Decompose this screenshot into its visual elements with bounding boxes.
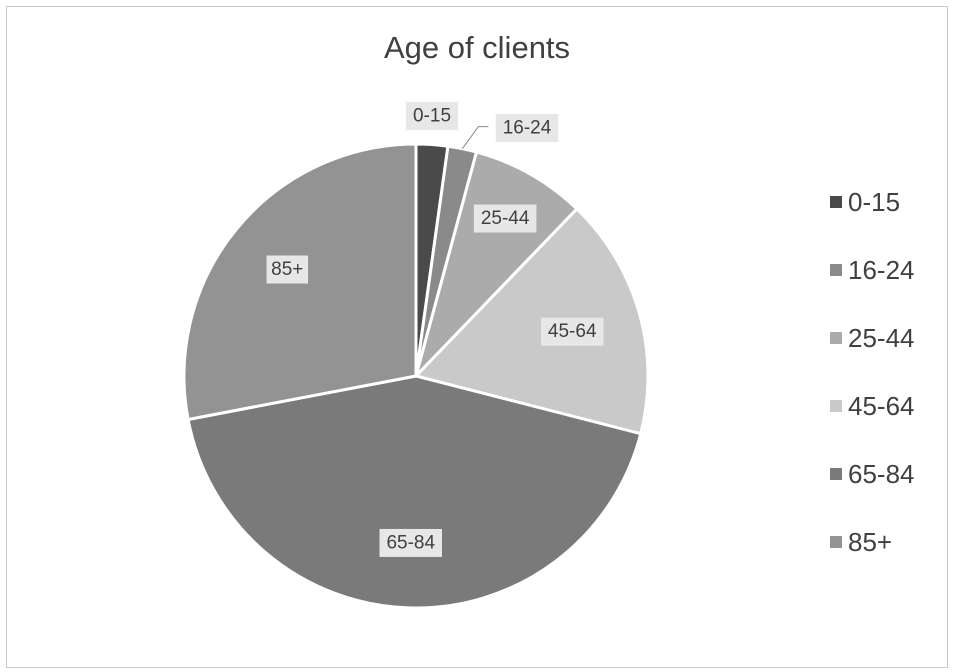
legend-item-0-15: 0-15	[830, 168, 915, 236]
legend-item-25-44: 25-44	[830, 304, 915, 372]
data-label-85plus: 85+	[266, 255, 309, 284]
data-label-65-84: 65-84	[379, 528, 443, 557]
leader-line-16-24	[461, 126, 489, 149]
legend-swatch	[830, 536, 842, 548]
pie-slice-65-84	[186, 374, 643, 610]
legend: 0-15 16-24 25-44 45-64 65-84 85+	[830, 168, 915, 576]
pie-slice-25-44	[414, 150, 580, 378]
legend-item-45-64: 45-64	[830, 372, 915, 440]
legend-label: 25-44	[848, 322, 915, 353]
legend-swatch	[830, 400, 842, 412]
svg-text:65-84: 65-84	[386, 532, 435, 553]
data-label-25-44: 25-44	[473, 204, 537, 233]
legend-swatch	[830, 196, 842, 208]
svg-text:25-44: 25-44	[481, 208, 530, 229]
svg-text:45-64: 45-64	[548, 321, 597, 342]
legend-swatch	[830, 468, 842, 480]
legend-item-16-24: 16-24	[830, 236, 915, 304]
legend-item-65-84: 65-84	[830, 440, 915, 508]
legend-label: 16-24	[848, 254, 915, 285]
chart-title: Age of clients	[383, 30, 571, 65]
data-label-16-24: 16-24	[495, 114, 559, 142]
legend-swatch	[830, 264, 842, 276]
data-label-0-15: 0-15	[406, 102, 458, 130]
svg-text:0-15: 0-15	[413, 106, 451, 127]
legend-swatch	[830, 332, 842, 344]
svg-text:16-24: 16-24	[503, 118, 552, 139]
legend-label: 0-15	[848, 186, 901, 217]
legend-label: 65-84	[848, 458, 915, 489]
legend-label: 45-64	[848, 390, 915, 421]
pie-slice-45-64	[413, 206, 650, 436]
svg-text:85+: 85+	[271, 259, 303, 280]
data-label-45-64: 45-64	[540, 317, 604, 346]
legend-label: 85+	[848, 526, 893, 557]
legend-item-85plus: 85+	[830, 508, 915, 576]
